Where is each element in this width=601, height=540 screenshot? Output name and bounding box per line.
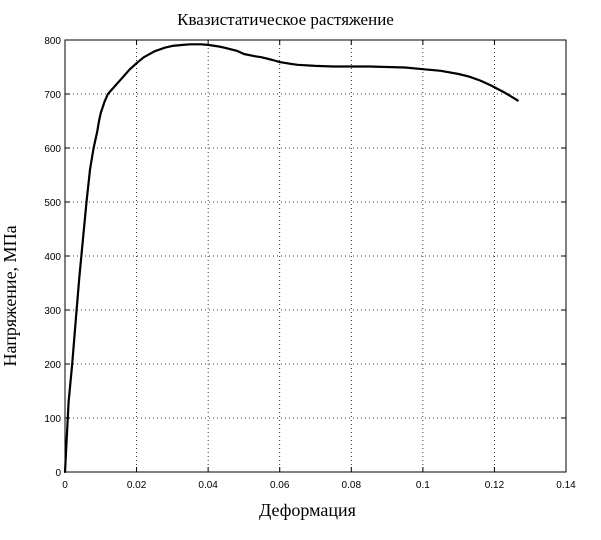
x-axis-label: Деформация <box>259 500 356 520</box>
y-tick-label: 0 <box>55 468 61 479</box>
y-axis: 0 100 200 300 400 500 600 700 800 <box>44 36 566 479</box>
x-axis: 0 0.02 0.04 0.06 0.08 0.1 0.12 0.14 <box>62 40 576 491</box>
x-tick-label: 0.12 <box>485 480 505 491</box>
y-tick-label: 800 <box>44 36 61 47</box>
y-tick-label: 200 <box>44 360 61 371</box>
y-tick-label: 700 <box>44 90 61 101</box>
plot-frame <box>64 39 567 473</box>
y-tick-label: 600 <box>44 144 61 155</box>
x-tick-label: 0.1 <box>416 480 430 491</box>
chart-title: Квазистатическое растяжение <box>177 10 394 29</box>
y-tick-label: 400 <box>44 252 61 263</box>
x-tick-label: 0.08 <box>342 480 362 491</box>
y-axis-label: Напряжение, МПа <box>0 225 20 366</box>
x-tick-label: 0.06 <box>270 480 290 491</box>
series-line <box>63 43 519 474</box>
x-tick-label: 0.04 <box>198 480 218 491</box>
x-tick-label: 0.02 <box>127 480 147 491</box>
y-tick-label: 100 <box>44 414 61 425</box>
y-tick-label: 300 <box>44 306 61 317</box>
x-tick-label: 0 <box>62 480 68 491</box>
x-tick-label: 0.14 <box>556 480 576 491</box>
y-tick-label: 500 <box>44 198 61 209</box>
series-layer <box>63 43 519 474</box>
grid-lines <box>65 40 566 472</box>
